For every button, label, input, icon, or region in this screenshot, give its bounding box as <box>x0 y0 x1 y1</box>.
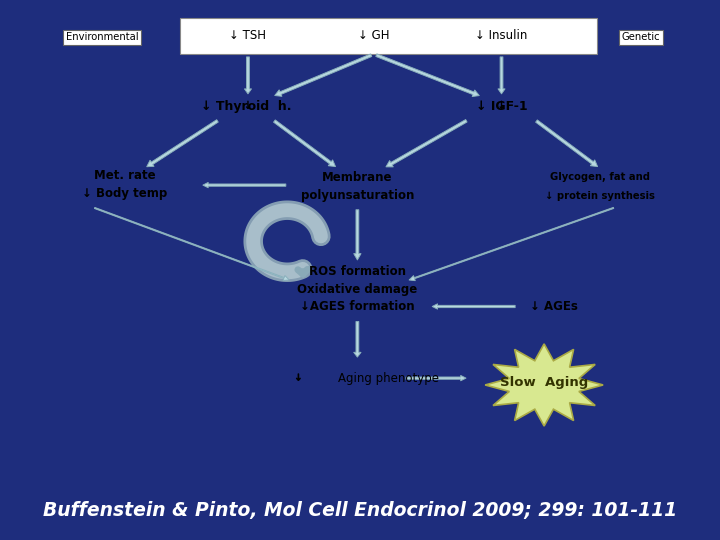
Text: polyunsaturation: polyunsaturation <box>301 189 414 202</box>
Text: ↓ AGEs: ↓ AGEs <box>530 300 578 313</box>
Text: Aging phenotype: Aging phenotype <box>338 372 438 384</box>
Text: ↓AGES formation: ↓AGES formation <box>300 300 415 313</box>
Text: Oxidative damage: Oxidative damage <box>297 282 418 295</box>
Text: Glycogen, fat and: Glycogen, fat and <box>550 172 649 183</box>
Polygon shape <box>485 344 603 426</box>
Text: ↓ Insulin: ↓ Insulin <box>475 29 528 43</box>
Text: ↓ GH: ↓ GH <box>358 29 390 43</box>
Text: Buffenstein & Pinto, Mol Cell Endocrinol 2009; 299: 101-111: Buffenstein & Pinto, Mol Cell Endocrinol… <box>43 501 677 520</box>
Text: Slow  Aging: Slow Aging <box>500 376 588 389</box>
Text: ↓ IGF-1: ↓ IGF-1 <box>476 100 527 113</box>
Text: Environmental: Environmental <box>66 32 138 42</box>
Text: Genetic: Genetic <box>622 32 660 42</box>
Text: ↓ TSH: ↓ TSH <box>230 29 266 43</box>
Bar <box>181 18 596 54</box>
Text: ↓ Body temp: ↓ Body temp <box>82 187 168 200</box>
Text: ↓ Thyroid  h.: ↓ Thyroid h. <box>201 100 291 113</box>
Text: ↓ protein synthesis: ↓ protein synthesis <box>545 191 654 200</box>
Text: Membrane: Membrane <box>322 171 392 184</box>
Text: ROS formation: ROS formation <box>309 265 406 278</box>
Text: Met. rate: Met. rate <box>94 170 156 183</box>
